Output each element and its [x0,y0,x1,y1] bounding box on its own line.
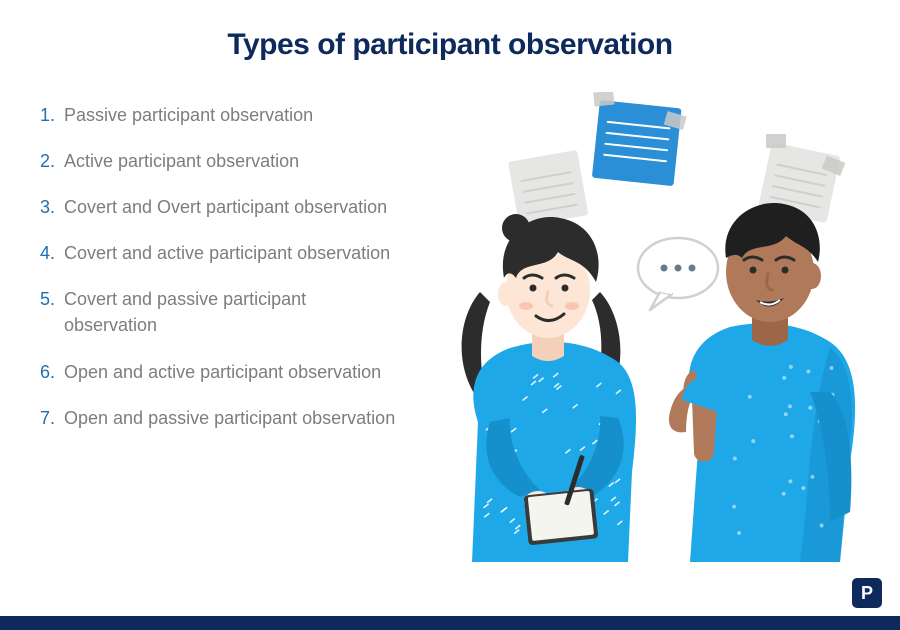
list-item: 5. Covert and passive participant observ… [40,286,400,338]
types-list: 1. Passive participant observation 2. Ac… [40,92,400,577]
list-item: 3. Covert and Overt participant observat… [40,194,400,220]
list-number: 2. [40,148,64,174]
list-number: 4. [40,240,64,266]
list-number: 3. [40,194,64,220]
list-number: 1. [40,102,64,128]
list-text: Covert and passive participant observati… [64,286,400,338]
list-item: 6. Open and active participant observati… [40,359,400,385]
list-text: Open and passive participant observation [64,405,400,431]
list-text: Passive participant observation [64,102,400,128]
illustration [400,92,860,577]
content-area: 1. Passive participant observation 2. Ac… [0,62,900,577]
list-item: 1. Passive participant observation [40,102,400,128]
list-item: 4. Covert and active participant observa… [40,240,400,266]
people-illustration-svg [400,92,860,572]
list-text: Open and active participant observation [64,359,400,385]
footer-bar [0,616,900,630]
page-title: Types of participant observation [0,0,900,62]
brand-logo: P [852,578,882,608]
list-number: 5. [40,286,64,338]
brand-logo-letter: P [861,583,873,604]
list-number: 6. [40,359,64,385]
list-text: Covert and Overt participant observation [64,194,400,220]
list-item: 2. Active participant observation [40,148,400,174]
list-text: Covert and active participant observatio… [64,240,400,266]
list-number: 7. [40,405,64,431]
list-text: Active participant observation [64,148,400,174]
list-item: 7. Open and passive participant observat… [40,405,400,431]
